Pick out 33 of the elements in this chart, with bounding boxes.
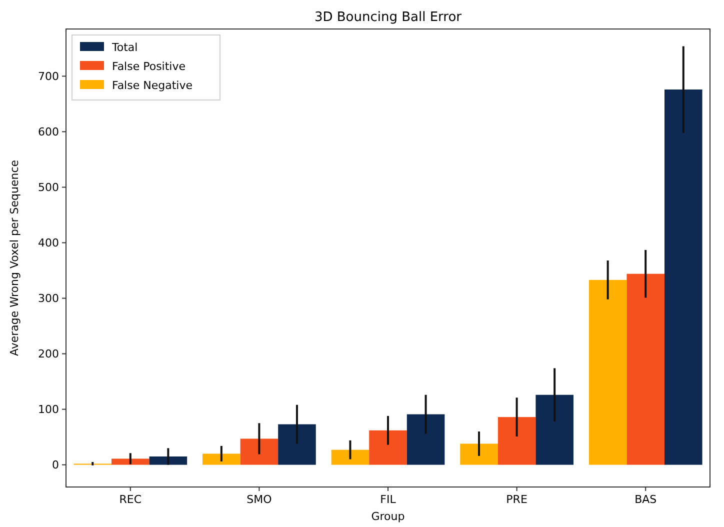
y-tick-label: 600 <box>38 126 59 139</box>
legend-label: False Positive <box>112 60 186 73</box>
y-tick-label: 500 <box>38 181 59 194</box>
bar <box>626 274 664 465</box>
bar <box>240 438 278 465</box>
bar <box>369 430 407 465</box>
x-tick-label: FIL <box>380 493 397 506</box>
bar <box>202 454 240 465</box>
legend-label: Total <box>111 40 138 54</box>
y-tick-label: 400 <box>38 236 59 250</box>
bar <box>536 394 574 465</box>
bar <box>460 444 498 465</box>
y-tick-label: 200 <box>38 348 59 361</box>
y-axis-title: Average Wrong Voxel per Sequence <box>8 160 21 356</box>
bar <box>331 450 370 465</box>
bar <box>498 417 536 465</box>
bar <box>278 424 316 465</box>
y-tick-label: 300 <box>38 292 59 306</box>
legend-label: False Negative <box>112 78 193 92</box>
bar <box>149 456 188 465</box>
x-tick-label: PRE <box>506 493 528 506</box>
bar <box>588 280 627 465</box>
bar <box>112 458 150 465</box>
x-axis-title: Group <box>371 510 405 523</box>
chart-title: 3D Bouncing Ball Error <box>314 10 462 25</box>
y-tick-label: 0 <box>52 458 59 472</box>
bar <box>406 414 445 465</box>
x-tick-label: BAS <box>634 493 657 506</box>
bar <box>664 90 702 465</box>
y-tick-label: 700 <box>38 70 59 84</box>
x-tick-label: REC <box>119 493 142 506</box>
y-tick-label: 100 <box>38 403 59 416</box>
x-tick-label: SMO <box>246 493 272 506</box>
